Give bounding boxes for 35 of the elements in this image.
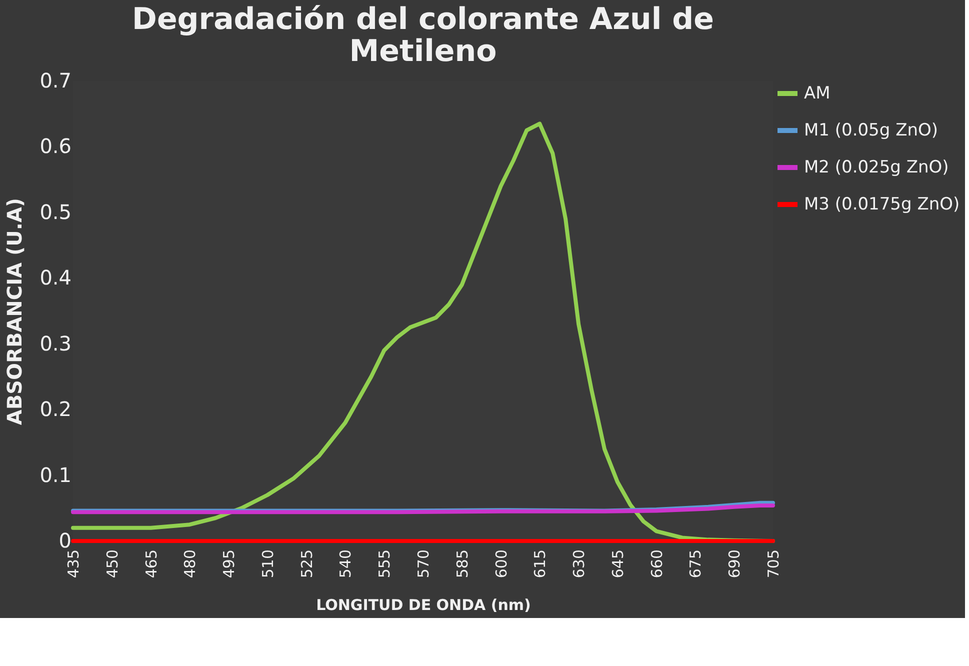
x-tick-label: 630 (570, 550, 588, 578)
legend-label: M1 (0.05g ZnO) (804, 120, 938, 140)
x-tick-label: 435 (64, 550, 82, 578)
line-series (71, 504, 775, 514)
x-tick-label: 645 (608, 550, 627, 578)
y-tick-label: 0.4 (40, 266, 72, 290)
x-tick-label: 555 (376, 550, 394, 578)
legend-label: M2 (0.025g ZnO) (804, 158, 949, 178)
x-tick-label: 705 (764, 550, 782, 578)
chart-title: Degradación del colorante Azul de Metileno (132, 2, 714, 69)
x-tick-label: 600 (492, 550, 510, 578)
x-tick-label: 585 (453, 550, 472, 578)
y-tick-label: 0.2 (40, 397, 72, 422)
x-tick-label: 660 (648, 550, 666, 578)
x-tick-label: 510 (258, 550, 277, 578)
legend-label: M3 (0.0175g ZnO) (804, 194, 960, 214)
y-tick-label: 0.6 (40, 134, 72, 158)
x-tick-label: 480 (181, 550, 200, 578)
x-tick-label: 540 (336, 550, 355, 578)
x-tick-label: 495 (220, 550, 238, 578)
x-tick-label: 675 (686, 550, 705, 578)
y-tick-label: 0.3 (40, 331, 72, 356)
x-tick-label: 525 (298, 550, 316, 578)
y-tick-label: 0.7 (40, 68, 72, 92)
y-tick-label: 0.5 (40, 200, 72, 224)
y-tick-label: 0 (58, 528, 72, 552)
x-tick-label: 465 (142, 550, 160, 578)
x-axis-title: LONGITUD DE ONDA (nm) (316, 596, 531, 614)
x-tick-label: 690 (726, 550, 744, 578)
legend-label: AM (804, 84, 830, 104)
y-axis-title: ABSORBANCIA (U.A) (2, 198, 27, 426)
x-tick-label: 615 (531, 550, 550, 578)
y-tick-label: 0.1 (40, 462, 72, 487)
x-tick-label: 570 (414, 550, 432, 578)
x-tick-label: 450 (103, 550, 122, 578)
